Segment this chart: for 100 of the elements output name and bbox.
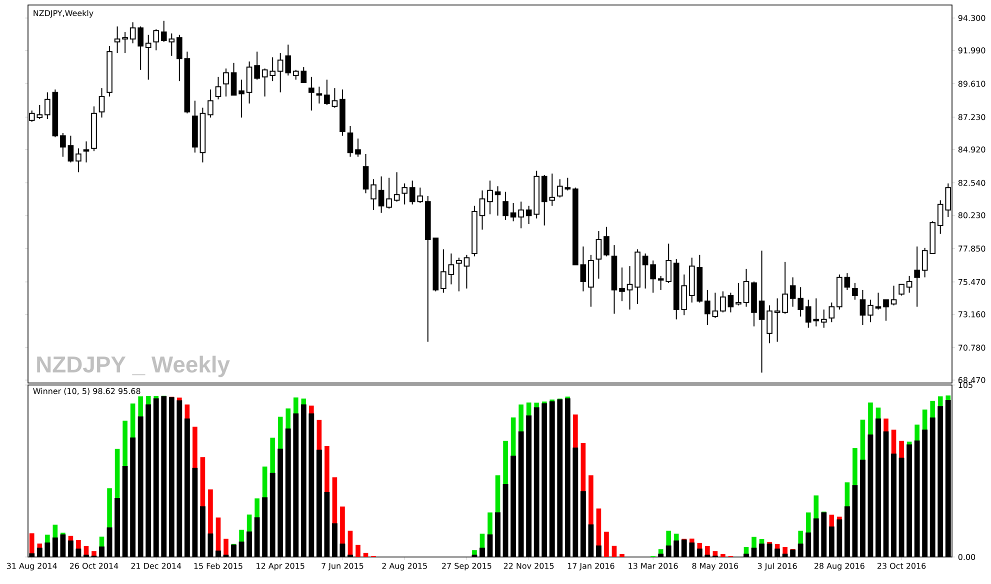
bar xyxy=(930,400,936,418)
bar xyxy=(922,410,928,430)
candlestick xyxy=(860,289,866,326)
candlestick xyxy=(844,272,850,290)
candlestick xyxy=(766,304,772,344)
bar xyxy=(510,417,516,456)
bar xyxy=(829,514,834,527)
candlestick xyxy=(340,89,346,136)
bar xyxy=(814,495,819,519)
bar xyxy=(588,475,594,525)
bar xyxy=(526,402,532,416)
candlestick xyxy=(130,22,136,44)
candlestick xyxy=(114,26,120,54)
bar xyxy=(29,533,34,554)
candlestick xyxy=(308,76,314,112)
bar xyxy=(200,457,206,507)
candlestick xyxy=(378,176,384,214)
bar xyxy=(806,512,811,533)
candlestick xyxy=(238,79,244,118)
bar xyxy=(580,442,586,492)
candlestick xyxy=(626,266,633,310)
candlestick xyxy=(798,286,804,318)
candlestick xyxy=(200,107,206,163)
bar xyxy=(184,404,190,419)
bar xyxy=(612,546,617,557)
bar xyxy=(488,512,492,535)
bar xyxy=(316,420,322,450)
bar xyxy=(782,547,788,554)
bar xyxy=(798,530,804,544)
bar xyxy=(356,544,360,557)
bar xyxy=(620,554,624,557)
bar xyxy=(262,466,268,498)
candlestick xyxy=(316,86,322,104)
candlestick xyxy=(510,202,516,222)
bar xyxy=(860,420,866,460)
bar xyxy=(340,506,345,544)
bar xyxy=(720,554,726,557)
bar xyxy=(938,396,943,406)
candlestick xyxy=(246,60,252,104)
bar xyxy=(138,396,143,417)
bar xyxy=(868,402,873,435)
candlestick xyxy=(192,100,198,154)
bar xyxy=(270,438,275,474)
bar xyxy=(891,430,896,454)
bar xyxy=(705,546,710,556)
candlestick xyxy=(743,268,750,308)
bar xyxy=(107,488,112,528)
bar xyxy=(301,398,306,405)
candlestick xyxy=(215,76,222,100)
bar xyxy=(837,516,842,520)
bar xyxy=(884,418,888,432)
candlestick xyxy=(580,246,586,292)
bar xyxy=(844,482,850,507)
bar xyxy=(208,489,213,534)
annotation: NZDJPY _ Weekly xyxy=(37,356,230,378)
candlestick xyxy=(642,252,648,290)
bar xyxy=(503,440,508,484)
candlestick xyxy=(906,275,912,294)
candlestick xyxy=(820,309,827,328)
candlestick xyxy=(76,148,82,173)
bar xyxy=(192,426,198,468)
bar xyxy=(254,498,260,518)
bar xyxy=(666,530,672,546)
bar xyxy=(876,408,881,419)
bar xyxy=(239,530,244,542)
bar xyxy=(114,448,120,498)
candlestick xyxy=(479,190,486,230)
bar xyxy=(286,408,291,429)
candlestick xyxy=(456,257,462,292)
candlestick xyxy=(518,201,524,229)
bar xyxy=(604,532,609,557)
candlestick xyxy=(611,244,618,314)
candlestick xyxy=(728,292,734,313)
bar xyxy=(246,514,252,532)
bar xyxy=(752,536,756,548)
bar xyxy=(99,536,104,547)
candlestick xyxy=(534,170,540,219)
bar xyxy=(363,552,368,557)
bar xyxy=(480,534,485,548)
bar xyxy=(348,530,353,556)
bar xyxy=(278,416,283,450)
bar xyxy=(216,518,221,551)
bar xyxy=(899,440,904,458)
bar xyxy=(154,396,159,399)
bar xyxy=(573,414,578,448)
candlestick xyxy=(494,186,501,216)
candlestick xyxy=(502,191,508,220)
candlestick xyxy=(688,257,695,304)
bar xyxy=(309,406,314,414)
candlestick xyxy=(208,89,214,118)
candlestick xyxy=(98,88,105,118)
bar xyxy=(146,396,151,405)
bar xyxy=(324,446,330,492)
bar xyxy=(92,551,96,556)
candlestick xyxy=(44,92,50,120)
candlestick xyxy=(60,132,66,158)
bar xyxy=(76,540,81,549)
bar xyxy=(674,534,679,541)
candlestick xyxy=(596,230,602,280)
candlestick xyxy=(270,56,276,82)
